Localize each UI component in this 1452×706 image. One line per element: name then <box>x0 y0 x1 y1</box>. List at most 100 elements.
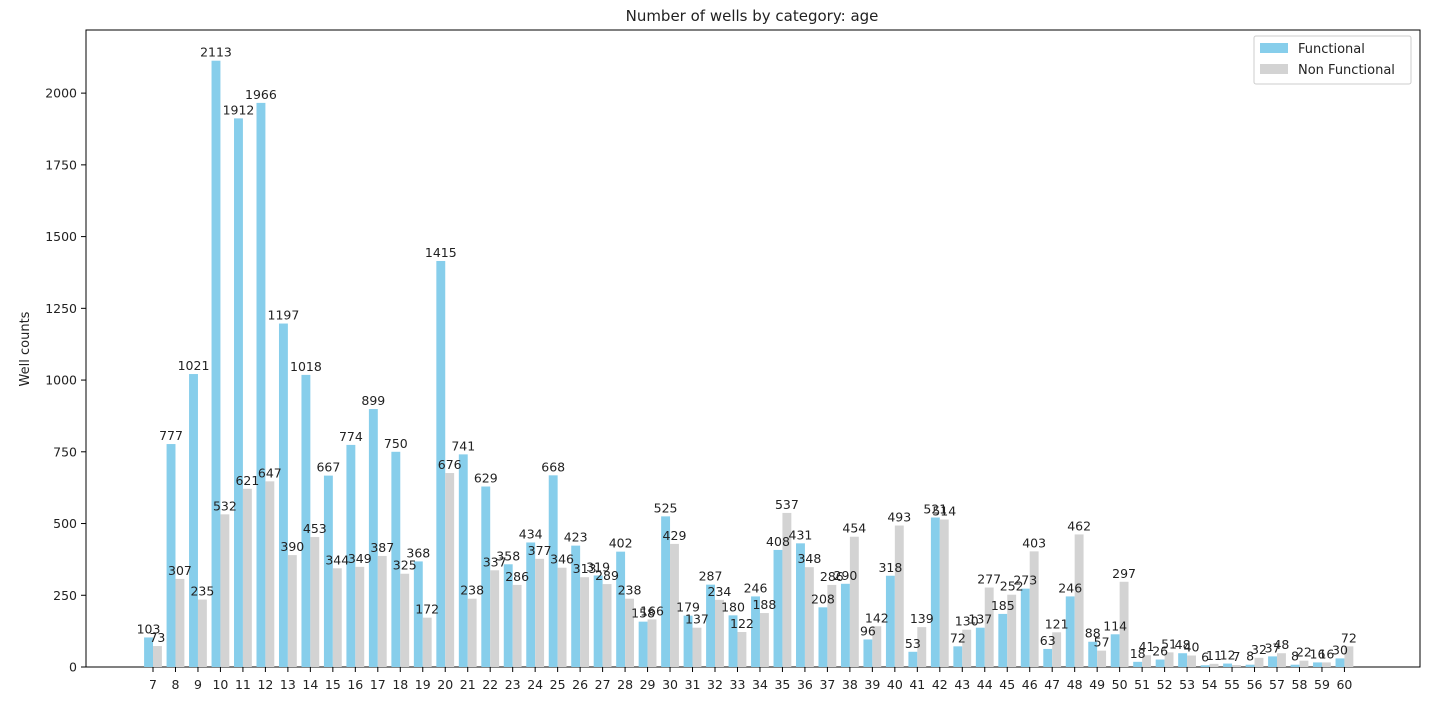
bar-label-functional: 899 <box>361 393 385 408</box>
bar-label-non-functional: 453 <box>303 521 327 536</box>
bar-functional <box>818 607 828 667</box>
bar-label-functional: 180 <box>721 599 745 614</box>
x-tick-label: 41 <box>909 677 925 692</box>
bar-label-functional: 179 <box>676 600 700 615</box>
x-tick-label: 50 <box>1112 677 1128 692</box>
bar-label-functional: 408 <box>766 534 790 549</box>
bar-non-functional <box>1321 662 1331 667</box>
bar-label-functional: 158 <box>631 606 655 621</box>
x-tick-label: 8 <box>172 677 180 692</box>
bar-functional <box>526 542 536 667</box>
bar-label-non-functional: 537 <box>775 497 799 512</box>
x-tick-label: 55 <box>1224 677 1240 692</box>
bar-non-functional <box>535 558 545 667</box>
x-tick-label: 40 <box>887 677 903 692</box>
bar-functional <box>1335 658 1345 667</box>
bar-non-functional <box>1164 652 1174 667</box>
bar-label-functional: 1197 <box>268 308 300 323</box>
bar-label-functional: 103 <box>137 621 161 636</box>
legend-label-non-functional: Non Functional <box>1298 63 1395 78</box>
bar-label-functional: 774 <box>339 429 363 444</box>
x-tick-label: 32 <box>707 677 723 692</box>
bar-label-non-functional: 493 <box>887 510 911 525</box>
bar-label-non-functional: 122 <box>730 616 754 631</box>
bar-label-non-functional: 51 <box>1161 636 1177 651</box>
bar-label-functional: 318 <box>878 560 902 575</box>
bar-functional <box>256 102 266 668</box>
x-tick-label: 51 <box>1134 677 1150 692</box>
bar-functional <box>278 323 288 667</box>
bar-label-functional: 72 <box>950 630 966 645</box>
bar-non-functional <box>400 573 410 667</box>
bar-functional <box>1065 596 1075 667</box>
bar-non-functional <box>467 598 477 667</box>
bar-label-functional: 8 <box>1291 649 1299 664</box>
bar-label-functional: 667 <box>316 460 340 475</box>
bar-non-functional <box>984 587 994 667</box>
x-tick-label: 20 <box>437 677 453 692</box>
bar-functional <box>234 118 243 667</box>
x-tick-label: 12 <box>257 677 273 692</box>
bar-functional <box>773 549 783 667</box>
bar-non-functional <box>1344 646 1354 667</box>
bar-label-non-functional: 462 <box>1067 518 1091 533</box>
bar-label-non-functional: 235 <box>190 584 214 599</box>
bar-label-functional: 1912 <box>223 102 255 117</box>
bar-non-functional <box>512 584 522 667</box>
bar-non-functional <box>242 488 252 667</box>
bar-label-non-functional: 454 <box>842 521 866 536</box>
bar-label-functional: 114 <box>1103 618 1127 633</box>
bar-non-functional <box>1209 663 1219 667</box>
x-tick-label: 60 <box>1336 677 1352 692</box>
y-tick-label: 1000 <box>45 373 77 388</box>
bar-functional <box>571 545 581 667</box>
bar-functional <box>840 583 850 667</box>
bar-label-non-functional: 22 <box>1296 645 1312 660</box>
bar-label-functional: 668 <box>541 459 565 474</box>
bar-label-functional: 1018 <box>290 359 322 374</box>
bar-label-non-functional: 32 <box>1251 642 1267 657</box>
bar-label-functional: 30 <box>1332 642 1348 657</box>
legend-label-functional: Functional <box>1298 42 1365 57</box>
bar-label-functional: 246 <box>744 580 768 595</box>
x-tick-label: 42 <box>932 677 948 692</box>
bar-label-non-functional: 532 <box>213 498 237 513</box>
x-tick-label: 18 <box>392 677 408 692</box>
x-tick-label: 10 <box>212 677 228 692</box>
bar-label-non-functional: 297 <box>1112 566 1136 581</box>
bar-label-functional: 777 <box>159 428 183 443</box>
bar-functional <box>1110 634 1120 667</box>
bar-non-functional <box>1254 657 1264 667</box>
bar-label-functional: 48 <box>1175 637 1191 652</box>
x-tick-label: 23 <box>505 677 521 692</box>
bar-non-functional <box>1052 632 1062 667</box>
bar-label-functional: 750 <box>384 436 408 451</box>
x-tick-label: 9 <box>194 677 202 692</box>
x-tick-label: 52 <box>1157 677 1173 692</box>
bar-label-non-functional: 137 <box>685 612 709 627</box>
bar-functional <box>930 517 940 667</box>
bar-functional <box>706 584 715 667</box>
bar-functional <box>368 409 378 667</box>
bar-functional <box>1088 641 1098 667</box>
bar-functional <box>885 575 895 667</box>
bar-label-functional: 287 <box>699 569 723 584</box>
bar-functional <box>1020 588 1030 667</box>
x-tick-label: 7 <box>149 677 157 692</box>
bar-non-functional <box>310 537 320 667</box>
bar-label-non-functional: 348 <box>797 551 821 566</box>
bar-functional <box>683 615 693 667</box>
bar-non-functional <box>1299 660 1309 667</box>
bar-functional <box>166 444 176 667</box>
bar-label-functional: 185 <box>991 598 1015 613</box>
bar-label-functional: 137 <box>968 612 992 627</box>
bar-label-functional: 1021 <box>178 358 210 373</box>
bar-functional <box>211 60 221 667</box>
legend: Functional Non Functional <box>1253 35 1412 85</box>
bar-functional <box>1155 659 1165 667</box>
y-tick-label: 0 <box>69 660 77 675</box>
bar-label-functional: 273 <box>1013 573 1037 588</box>
bar-non-functional <box>1007 594 1017 667</box>
bar-non-functional <box>670 543 679 667</box>
